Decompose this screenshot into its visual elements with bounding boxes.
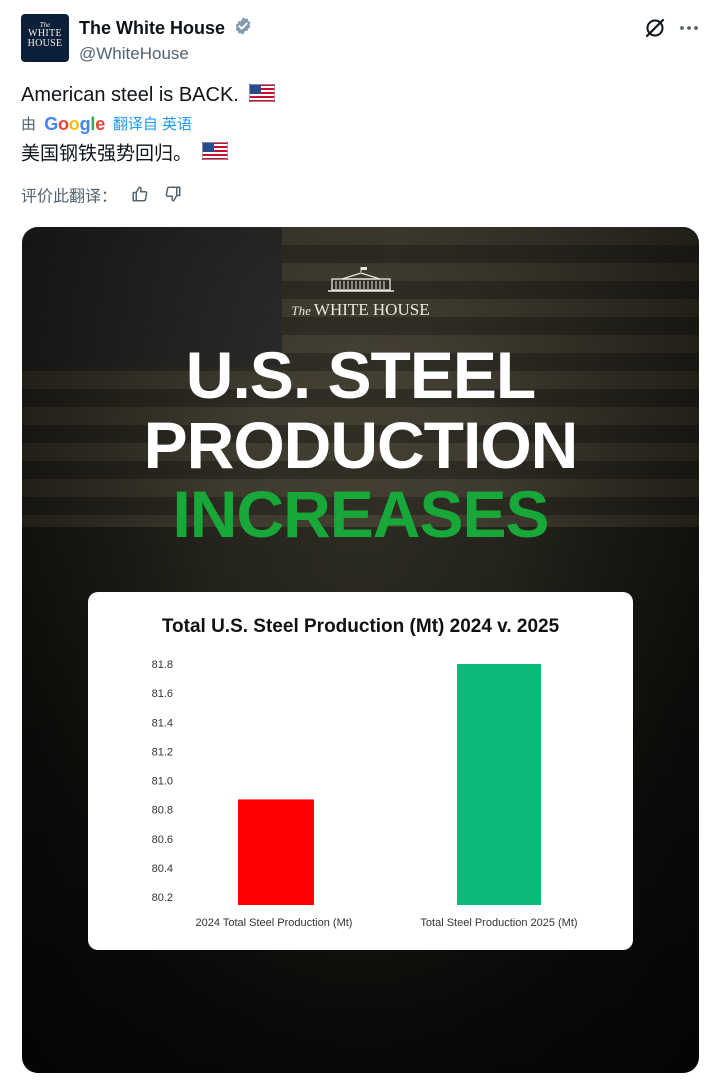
avatar[interactable]: The WHITE HOUSE	[21, 14, 69, 62]
verified-badge-icon	[233, 16, 253, 41]
white-house-building-icon	[327, 267, 394, 292]
us-flag-icon	[202, 142, 229, 167]
y-tick-label: 81.6	[152, 688, 173, 700]
white-house-logo: The WHITE HOUSE	[22, 265, 699, 320]
x-category-label: Total Steel Production 2025 (Mt)	[420, 917, 577, 929]
post-text-content: American steel is BACK.	[21, 84, 239, 106]
avatar-text-white: WHITE	[28, 28, 62, 39]
grok-icon[interactable]	[643, 16, 667, 40]
white-house-wordmark: The WHITE HOUSE	[22, 300, 699, 320]
y-tick-label: 80.8	[152, 805, 173, 817]
headline-line-3: INCREASES	[172, 477, 549, 551]
x-category-label: 2024 Total Steel Production (Mt)	[196, 917, 353, 929]
translation-prefix: 由	[21, 116, 37, 133]
avatar-text-the: The	[39, 21, 51, 29]
chart-card: Total U.S. Steel Production (Mt) 2024 v.…	[88, 592, 633, 950]
bar-chart: 81.8 81.6 81.4 81.2 81.0 80.8 80.6 80.4 80.2 2024…	[152, 659, 578, 929]
display-name[interactable]: The White House	[79, 18, 226, 38]
chart-title: Total U.S. Steel Production (Mt) 2024 v.…	[161, 616, 560, 637]
y-tick-label: 80.4	[152, 863, 173, 875]
rate-translation-label: 评价此翻译：	[21, 188, 118, 206]
header-actions	[637, 16, 701, 45]
thumbs-down-icon[interactable]	[164, 185, 182, 210]
author-block: The White House @WhiteHouse	[79, 16, 253, 64]
avatar-text-house: HOUSE	[27, 38, 63, 49]
google-logo: Google	[44, 114, 106, 134]
translation-attribution: 由 Google 翻译自 英语	[21, 113, 192, 134]
bar-2025	[457, 664, 541, 905]
post-image[interactable]: The WHITE HOUSE U.S. STEEL PRODUCTION INC…	[22, 227, 699, 1073]
post-text: American steel is BACK.	[21, 82, 276, 109]
y-tick-label: 81.4	[152, 717, 173, 729]
y-tick-label: 81.0	[152, 776, 173, 788]
thumbs-up-icon[interactable]	[131, 185, 149, 210]
us-flag-icon	[249, 83, 276, 109]
bar-2024	[238, 799, 314, 905]
headline-line-2: PRODUCTION	[143, 408, 579, 482]
post-header: The WHITE HOUSE The White House @WhiteHo…	[21, 14, 701, 66]
y-tick-label: 81.2	[152, 746, 173, 758]
wordmark-name: WHITE HOUSE	[313, 300, 430, 319]
y-tick-label: 81.8	[152, 659, 173, 671]
y-tick-label: 80.6	[152, 834, 173, 846]
rate-translation: 评价此翻译：	[21, 185, 182, 210]
headline-line-1: U.S. STEEL	[185, 338, 536, 412]
translated-text-content: 美国钢铁强势回归。	[21, 143, 193, 165]
handle[interactable]: @WhiteHouse	[79, 44, 189, 63]
translated-from-link[interactable]: 翻译自 英语	[112, 116, 192, 133]
y-tick-label: 80.2	[152, 892, 173, 904]
wordmark-the: The	[291, 303, 311, 318]
more-options-icon[interactable]	[677, 16, 701, 40]
translated-text: 美国钢铁强势回归。	[21, 142, 229, 167]
